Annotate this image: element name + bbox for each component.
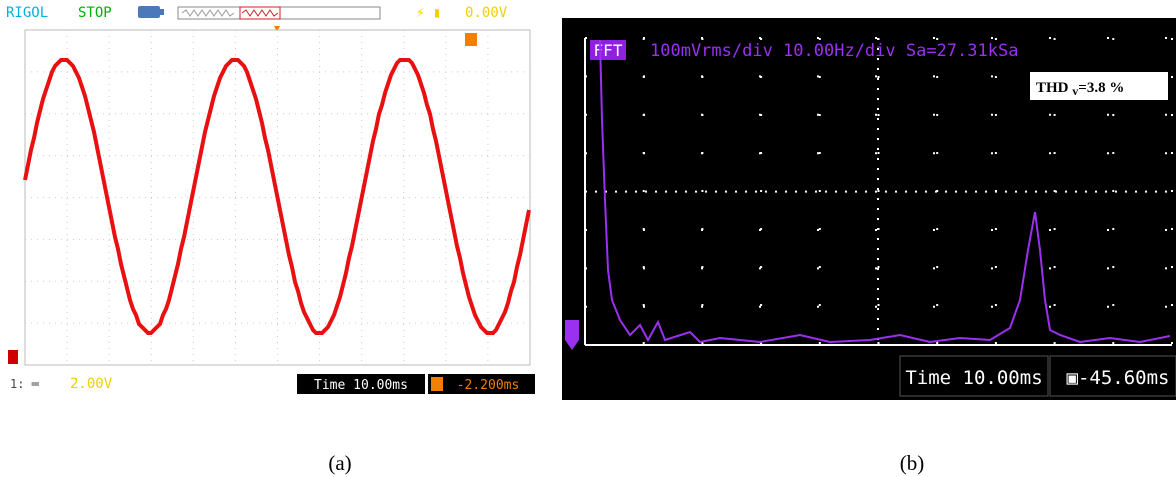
offset-icon-b: ▣ — [1067, 367, 1079, 389]
ground-marker — [8, 350, 18, 364]
thd-text: THD v=3.8 % — [1036, 80, 1124, 98]
thd-label: THD — [1036, 80, 1069, 96]
fft-settings: 100mVrms/div 10.00Hz/div Sa=27.31kSa — [650, 41, 1018, 61]
timebase: Time 10.00ms — [314, 378, 408, 393]
channel-icon: 1: ═ — [10, 377, 40, 391]
trigger-offset: -2.200ms — [457, 378, 520, 393]
battery-tip — [160, 9, 164, 15]
brand: RIGOL — [6, 5, 48, 21]
timebase-b: Time 10.00ms — [905, 367, 1042, 389]
caption-b: (b) — [900, 451, 925, 475]
trigger-flag — [465, 33, 477, 46]
trigger-level: 0.00V — [465, 5, 508, 21]
offset-icon — [431, 377, 443, 391]
figure: RIGOL STOP ⚡ ▮ 0.00V 1: ═ 2.00V Time 10.… — [0, 0, 1176, 477]
trigger-icon: ⚡ ▮ — [416, 5, 441, 21]
thd-value: =3.8 % — [1078, 80, 1124, 96]
page: RIGOL STOP ⚡ ▮ 0.00V 1: ═ 2.00V Time 10.… — [0, 0, 1176, 477]
caption-a: (a) — [328, 451, 351, 475]
panel-a: RIGOL STOP ⚡ ▮ 0.00V 1: ═ 2.00V Time 10.… — [0, 0, 540, 400]
fft-mode: FFT — [594, 41, 623, 60]
status: STOP — [78, 5, 112, 21]
offset-value-b: -45.60ms — [1078, 367, 1170, 389]
trigger-offset-b: ▣-45.60ms — [1067, 367, 1170, 389]
channel-scale: 2.00V — [70, 376, 113, 392]
battery-icon — [138, 6, 160, 18]
panel-b: FFT 100mVrms/div 10.00Hz/div Sa=27.31kSa… — [562, 18, 1176, 400]
